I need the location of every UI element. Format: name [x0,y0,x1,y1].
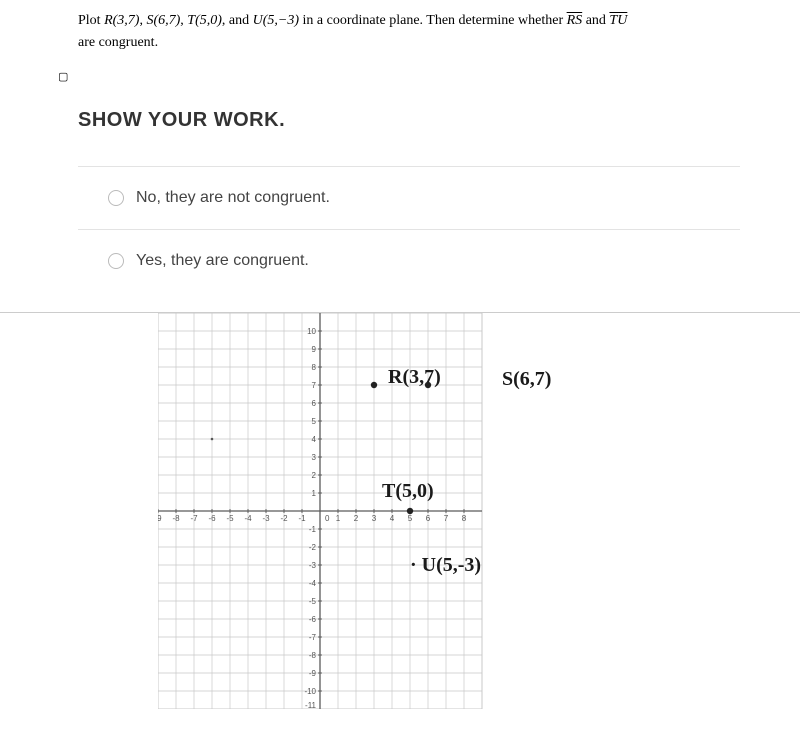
svg-text:-3: -3 [309,561,317,570]
seg-RS: RS [567,13,583,28]
pt-R: R(3,7) [104,13,139,28]
svg-text:-1: -1 [309,525,317,534]
svg-text:8: 8 [462,514,467,523]
svg-text:6: 6 [312,399,317,408]
q-part2: in a coordinate plane. Then determine wh… [299,13,567,28]
point-label: T(5,0) [382,480,434,502]
svg-text:-3: -3 [262,514,270,523]
svg-text:8: 8 [312,363,317,372]
q-and: and [582,13,609,28]
show-work-heading: SHOW YOUR WORK. [78,104,740,136]
point-label: R(3,7) [388,366,441,388]
radio-icon[interactable] [108,190,124,206]
svg-text:3: 3 [372,514,377,523]
svg-text:2: 2 [312,471,317,480]
question-text: Plot R(3,7), S(6,7), T(5,0), and U(5,−3)… [78,10,740,55]
svg-text:-2: -2 [280,514,288,523]
point-label: S(6,7) [502,368,551,390]
svg-text:-4: -4 [309,579,317,588]
q-part3: are congruent. [78,32,740,54]
svg-text:-6: -6 [309,615,317,624]
svg-text:-5: -5 [226,514,234,523]
svg-text:1: 1 [336,514,341,523]
q-sep3: , and [222,13,253,28]
svg-text:-6: -6 [208,514,216,523]
svg-text:-7: -7 [190,514,198,523]
svg-text:-9: -9 [158,514,162,523]
pt-U: U(5,−3) [253,13,299,28]
option-yes-label: Yes, they are congruent. [136,248,309,274]
pt-T: T(5,0) [187,13,222,28]
svg-text:-4: -4 [244,514,252,523]
pt-S: S(6,7) [146,13,180,28]
option-no[interactable]: No, they are not congruent. [78,166,740,229]
checkbox-icon: ▢ [58,69,740,87]
svg-text:7: 7 [444,514,449,523]
svg-text:10: 10 [307,327,316,336]
question-block: Plot R(3,7), S(6,7), T(5,0), and U(5,−3)… [0,0,800,313]
svg-text:6: 6 [426,514,431,523]
coordinate-plane: -9-8-7-6-5-4-3-2-112345678-10-9-8-7-6-5-… [158,313,642,709]
svg-text:4: 4 [312,435,317,444]
svg-text:-1: -1 [298,514,306,523]
point-label: · U(5,-3) [410,554,481,576]
svg-text:2: 2 [354,514,359,523]
graph-area: -9-8-7-6-5-4-3-2-112345678-10-9-8-7-6-5-… [0,313,800,714]
svg-text:-11: -11 [305,701,317,709]
svg-text:7: 7 [312,381,317,390]
q-part1: Plot [78,13,104,28]
svg-text:-5: -5 [309,597,317,606]
radio-icon[interactable] [108,253,124,269]
svg-text:-8: -8 [172,514,180,523]
svg-text:1: 1 [312,489,317,498]
seg-TU: TU [609,13,627,28]
option-yes[interactable]: Yes, they are congruent. [78,229,740,292]
svg-text:9: 9 [312,345,317,354]
svg-text:-9: -9 [309,669,317,678]
svg-text:-2: -2 [309,543,317,552]
option-no-label: No, they are not congruent. [136,185,330,211]
svg-text:0: 0 [325,514,330,523]
svg-text:3: 3 [312,453,317,462]
svg-text:-7: -7 [309,633,317,642]
svg-text:-10: -10 [304,687,316,696]
svg-text:4: 4 [390,514,395,523]
svg-text:5: 5 [312,417,317,426]
svg-text:-8: -8 [309,651,317,660]
svg-text:5: 5 [408,514,413,523]
